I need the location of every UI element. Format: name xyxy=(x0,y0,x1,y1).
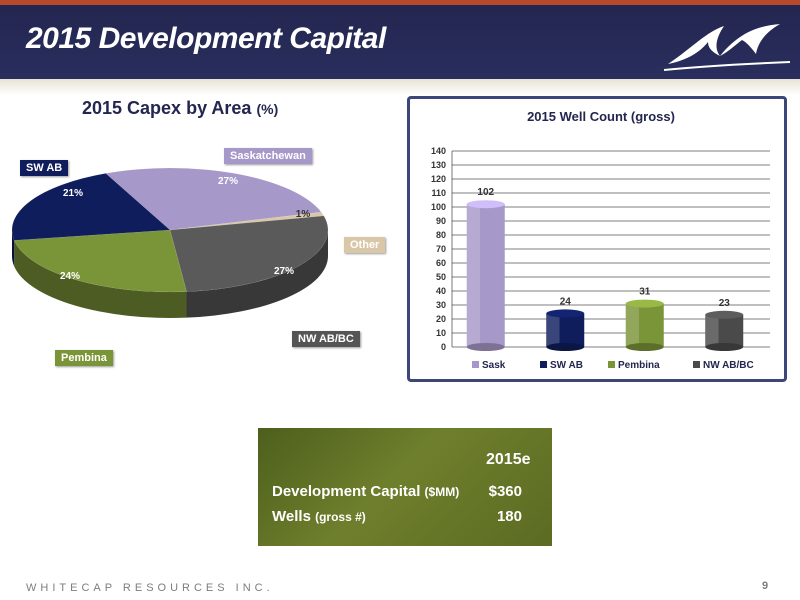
y-tick-label-7: 70 xyxy=(436,244,446,254)
callout-other: Other xyxy=(344,237,386,253)
legend-label-3: NW AB/BC xyxy=(703,360,754,371)
summary-row-wells-unit: (gross #) xyxy=(315,510,366,524)
y-tick-label-8: 80 xyxy=(436,230,446,240)
summary-panel xyxy=(258,428,552,546)
bar-cap-0 xyxy=(466,200,505,209)
bar-highlight-1 xyxy=(546,313,560,347)
pie-pct-label-3: 24% xyxy=(60,271,80,282)
bar-body-2 xyxy=(625,303,664,347)
y-tick-label-11: 110 xyxy=(431,188,446,198)
y-tick-label-14: 140 xyxy=(431,146,446,156)
bar-highlight-2 xyxy=(625,303,640,347)
bar-highlight-0 xyxy=(466,204,481,347)
y-tick-label-10: 100 xyxy=(431,202,446,212)
pie-title-unit: (%) xyxy=(256,101,279,117)
legend-swatch-0 xyxy=(472,361,479,368)
pie-slice-4 xyxy=(11,173,171,241)
pie-pct-label-2: 27% xyxy=(274,266,294,277)
bar-base-0 xyxy=(466,343,505,351)
bar-base-1 xyxy=(546,343,585,351)
slide-title: 2015 Development Capital xyxy=(26,22,386,55)
top-accent-stripe xyxy=(0,0,800,5)
y-tick-label-9: 90 xyxy=(436,216,446,226)
pie-slice-1 xyxy=(169,211,325,231)
summary-row-wells-value: 180 xyxy=(496,508,522,525)
legend-item-2: Pembina xyxy=(608,360,660,371)
pie-side-4 xyxy=(12,230,15,267)
company-footer: WHITECAP RESOURCES INC. xyxy=(26,582,274,594)
well-count-bar-chart: 2015 Well Count (gross) 0 10 20 30 40 50 60 70 80… xyxy=(431,109,770,371)
callout-saskatchewan: Saskatchewan xyxy=(224,148,312,164)
bar-body-1 xyxy=(546,313,585,347)
y-tick-label-2: 20 xyxy=(436,314,446,324)
bar-cap-1 xyxy=(546,309,585,318)
legend-swatch-2 xyxy=(608,361,615,368)
pie-side-3 xyxy=(14,240,187,318)
pie-side-2 xyxy=(186,230,328,318)
pie-top-faces xyxy=(11,167,329,293)
callout-sw-ab: SW AB xyxy=(20,160,69,176)
pie-chart-title: 2015 Capex by Area (%) xyxy=(82,98,278,119)
summary-row-capital-value: $360 xyxy=(488,483,522,500)
header-shadow xyxy=(0,79,800,95)
bar-body-3 xyxy=(705,314,744,347)
capex-pie-chart: 27% 1% 27% 24% 21% xyxy=(11,167,329,318)
pie-slice-2 xyxy=(169,215,329,292)
y-tick-label-3: 30 xyxy=(436,300,446,310)
summary-row-capital-label: Development Capital ($MM) xyxy=(272,483,459,500)
legend-swatch-1 xyxy=(540,361,547,368)
legend-item-0: Sask xyxy=(472,360,506,371)
pie-side-walls xyxy=(12,230,328,318)
bar-cap-3 xyxy=(705,310,744,319)
bar-1 xyxy=(546,309,585,351)
y-tick-label-5: 50 xyxy=(436,272,446,282)
summary-row-capital-name: Development Capital xyxy=(272,483,421,500)
bar-3 xyxy=(705,310,744,351)
callout-nw-ab-bc: NW AB/BC xyxy=(292,331,360,347)
bar-base-2 xyxy=(625,343,664,351)
y-tick-label-4: 40 xyxy=(436,286,446,296)
bar-2 xyxy=(625,299,664,351)
pie-slice-0 xyxy=(105,167,322,231)
bar-chart-title: 2015 Well Count (gross) xyxy=(527,109,675,124)
legend-item-3: NW AB/BC xyxy=(693,360,754,371)
legend-label-0: Sask xyxy=(482,360,506,371)
bar-body-0 xyxy=(466,204,505,347)
legend-item-1: SW AB xyxy=(540,360,583,371)
legend-swatch-3 xyxy=(693,361,700,368)
page-number: 9 xyxy=(762,580,769,592)
legend-label-2: Pembina xyxy=(618,360,660,371)
pie-slice-3 xyxy=(13,229,187,293)
company-logo xyxy=(663,24,791,71)
pie-title-main: 2015 Capex by Area xyxy=(82,98,252,118)
bar-0 xyxy=(466,200,505,351)
bar-base-3 xyxy=(705,343,744,351)
y-tick-label-6: 60 xyxy=(436,258,446,268)
summary-row-capital-unit: ($MM) xyxy=(424,485,460,499)
header-band xyxy=(0,5,800,79)
pie-pct-label-0: 27% xyxy=(218,176,238,187)
pie-pct-label-4: 21% xyxy=(63,188,83,199)
bar-value-label-3: 23 xyxy=(719,298,731,309)
bar-value-label-1: 24 xyxy=(560,296,572,307)
y-tick-label-0: 0 xyxy=(441,342,446,352)
pie-pct-label-1: 1% xyxy=(296,209,311,220)
bar-highlight-3 xyxy=(705,314,719,347)
bar-value-label-2: 31 xyxy=(639,287,651,298)
summary-column-header: 2015e xyxy=(486,451,531,468)
bar-cap-2 xyxy=(625,299,664,308)
legend-label-1: SW AB xyxy=(550,360,583,371)
y-tick-label-12: 120 xyxy=(431,174,446,184)
y-tick-label-13: 130 xyxy=(431,160,446,170)
y-tick-label-1: 10 xyxy=(436,328,446,338)
callout-pembina: Pembina xyxy=(55,350,113,366)
bar-value-label-0: 102 xyxy=(477,187,494,198)
summary-row-wells-label: Wells (gross #) xyxy=(272,508,366,525)
summary-row-wells-name: Wells xyxy=(272,508,311,525)
